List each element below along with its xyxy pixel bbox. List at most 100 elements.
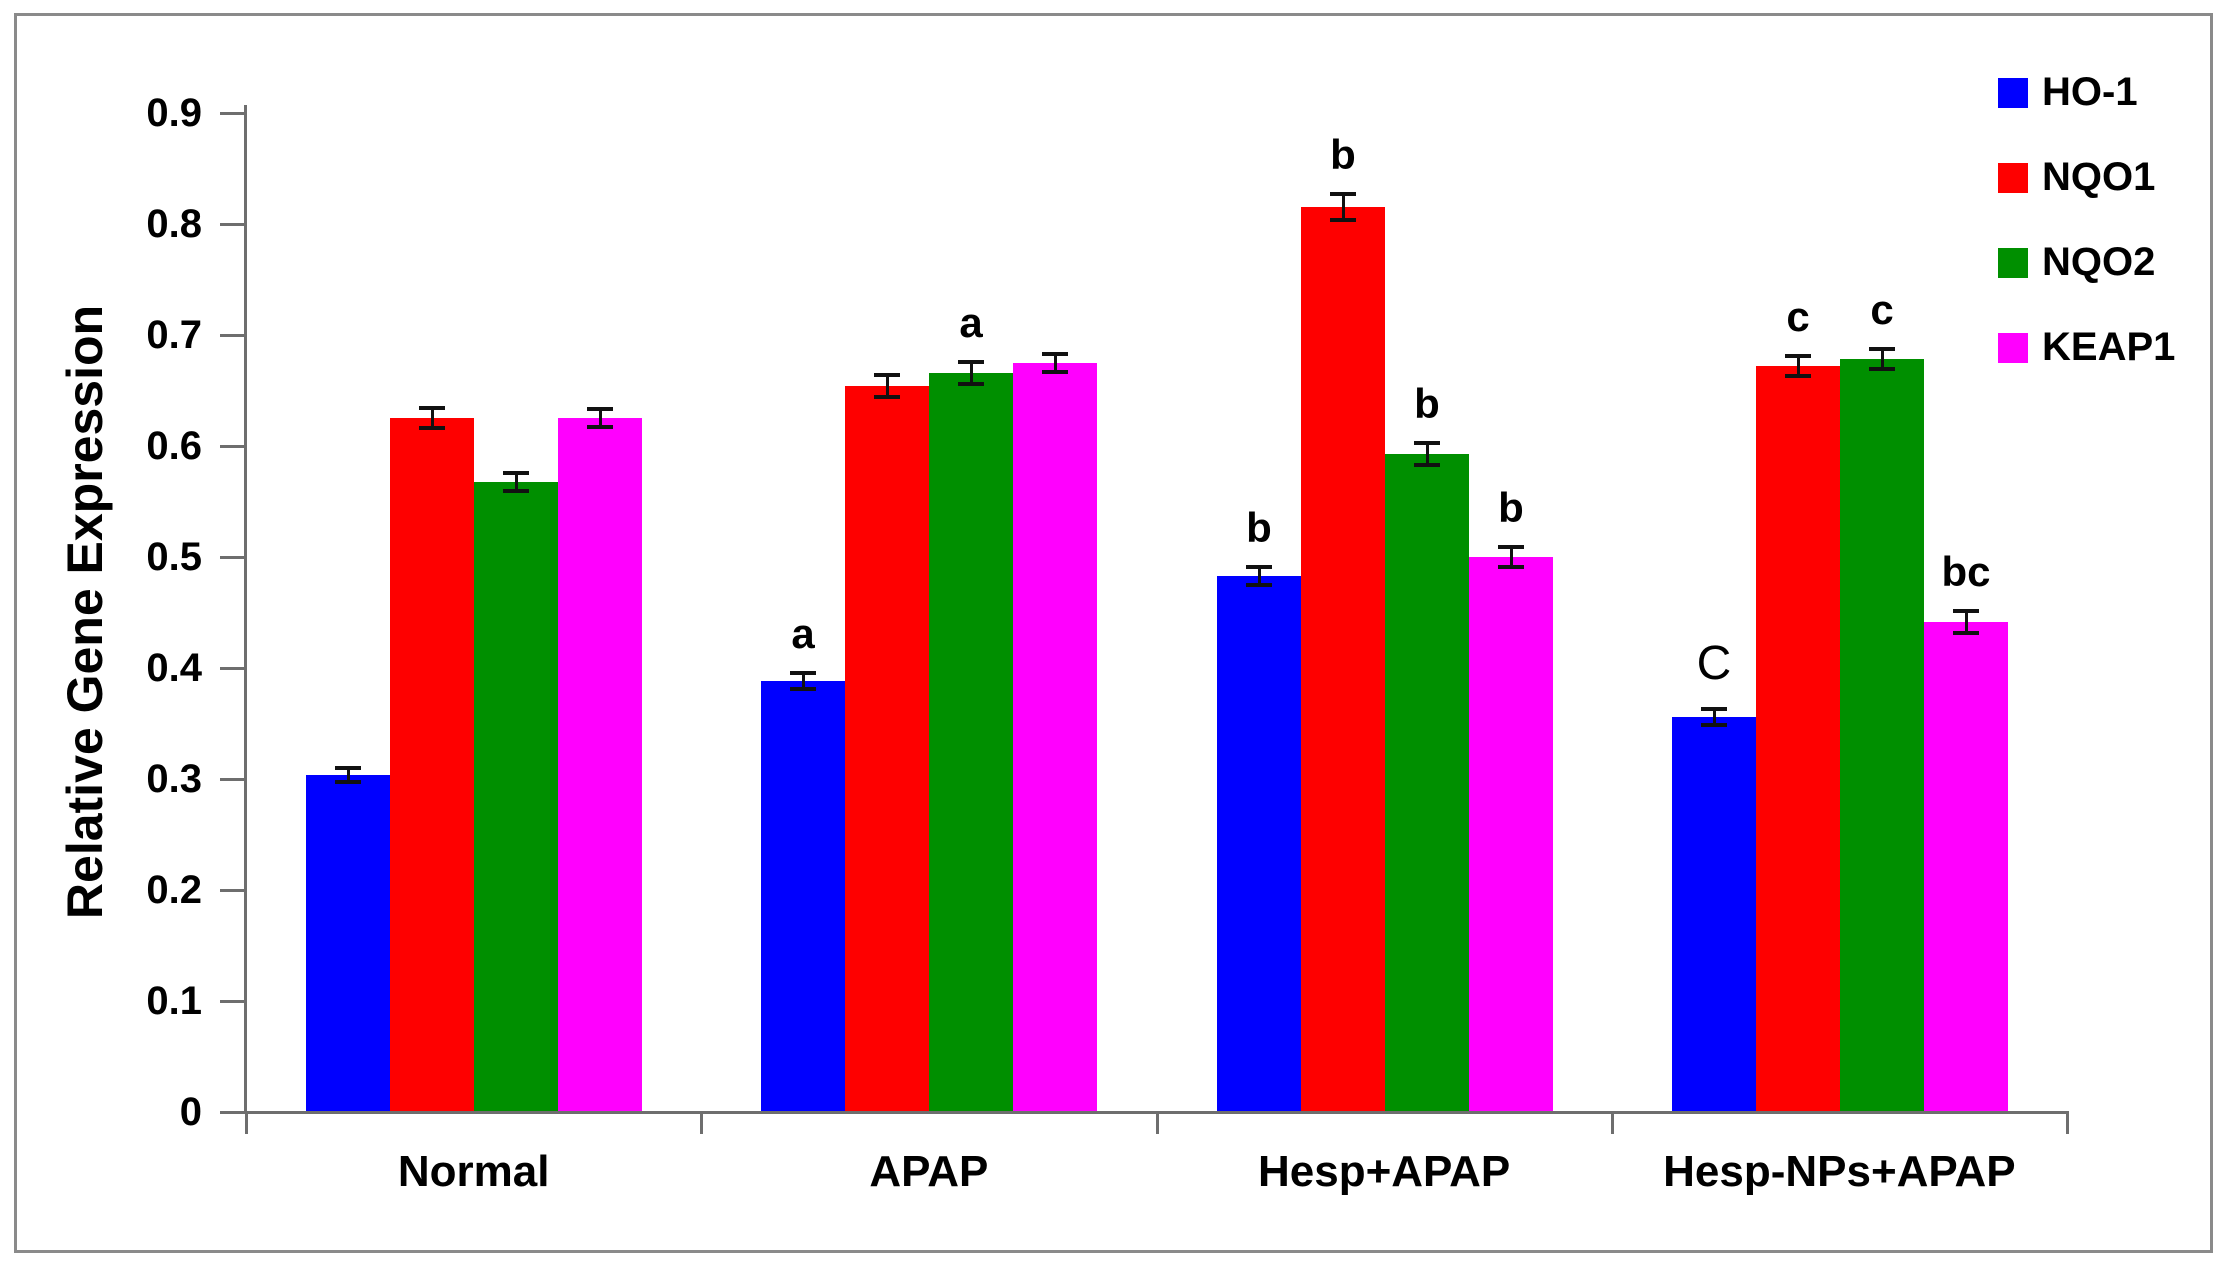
error-bar-cap-bottom <box>1246 583 1272 587</box>
bar-KEAP1-APAP <box>1013 363 1097 1112</box>
significance-letter: c <box>1870 286 1894 333</box>
error-bar-stem <box>1341 195 1345 219</box>
category-label: Hesp-NPs+APAP <box>1663 1147 2016 1196</box>
legend-swatch-HO-1 <box>1998 78 2028 108</box>
y-tick <box>220 556 244 559</box>
legend-label: NQO1 <box>2042 155 2156 199</box>
error-bar-cap-bottom <box>1330 218 1356 222</box>
x-tick <box>245 1112 248 1134</box>
error-bar-cap-top <box>1869 347 1895 351</box>
legend-swatch-KEAP1 <box>1998 333 2028 363</box>
bar-KEAP1-Hesp+APAP <box>1469 557 1553 1112</box>
y-tick <box>220 112 244 115</box>
y-tick-label: 0 <box>179 1090 202 1134</box>
y-tick-label: 0.4 <box>146 646 202 690</box>
error-bar-cap-top <box>1785 354 1811 358</box>
error-bar-stem <box>1509 548 1513 566</box>
error-bar-cap-top <box>1498 545 1524 549</box>
bar-HO-1-Hesp+APAP <box>1217 576 1301 1112</box>
error-bar-stem <box>1880 350 1884 368</box>
x-tick <box>2066 1112 2069 1134</box>
error-bar-cap-top <box>1953 609 1979 613</box>
error-bar-cap-bottom <box>958 382 984 386</box>
legend-item: HO-1 <box>1998 70 2218 118</box>
legend-item: NQO2 <box>1998 240 2218 288</box>
legend-item: NQO1 <box>1998 155 2218 203</box>
error-bar-cap-top <box>1042 352 1068 356</box>
bar-HO-1-Normal <box>306 775 390 1112</box>
error-bar-stem <box>598 410 602 426</box>
significance-letter: a <box>791 610 815 657</box>
y-tick <box>220 334 244 337</box>
bar-NQO2-Hesp-NPs+APAP <box>1840 359 1924 1112</box>
error-bar-stem <box>430 409 434 427</box>
legend-label: HO-1 <box>2042 70 2138 114</box>
error-bar-cap-top <box>503 471 529 475</box>
significance-letter: b <box>1498 484 1524 531</box>
x-tick <box>1155 1112 1159 1134</box>
error-bar-cap-bottom <box>790 687 816 691</box>
error-bar-cap-bottom <box>335 780 361 784</box>
error-bar-cap-bottom <box>503 489 529 493</box>
y-tick <box>220 445 244 448</box>
error-bar-cap-top <box>1701 707 1727 711</box>
y-tick <box>220 778 244 781</box>
error-bar-stem <box>1712 710 1716 724</box>
significance-letter: C <box>1696 637 1732 690</box>
error-bar-cap-top <box>1330 192 1356 196</box>
bar-NQO2-Hesp+APAP <box>1385 454 1469 1112</box>
error-bar-stem <box>346 769 350 781</box>
bar-NQO2-Normal <box>474 482 558 1112</box>
legend-swatch-NQO2 <box>1998 248 2028 278</box>
error-bar-cap-bottom <box>874 395 900 399</box>
error-bar-cap-bottom <box>1785 374 1811 378</box>
category-label: Hesp+APAP <box>1257 1147 1511 1196</box>
y-axis-line <box>244 105 247 1114</box>
error-bar-cap-bottom <box>1414 463 1440 467</box>
bar-NQO1-Hesp-NPs+APAP <box>1756 366 1840 1112</box>
y-tick-label: 0.8 <box>146 202 202 246</box>
category-label: APAP <box>869 1147 989 1196</box>
y-tick-label: 0.6 <box>146 424 202 468</box>
error-bar-cap-bottom <box>1042 370 1068 374</box>
y-tick-label: 0.3 <box>146 757 202 801</box>
y-tick-label: 0.7 <box>146 313 202 357</box>
error-bar-stem <box>969 363 973 383</box>
bar-KEAP1-Hesp-NPs+APAP <box>1924 622 2008 1112</box>
bar-KEAP1-Normal <box>558 418 642 1112</box>
error-bar-cap-top <box>1414 441 1440 445</box>
error-bar-stem <box>885 376 889 396</box>
bar-HO-1-APAP <box>761 681 845 1112</box>
error-bar-stem <box>1053 355 1057 371</box>
significance-letter: a <box>959 299 983 346</box>
error-bar-cap-top <box>419 406 445 410</box>
y-tick <box>220 1111 244 1114</box>
bar-NQO1-Normal <box>390 418 474 1112</box>
bar-NQO1-APAP <box>845 386 929 1112</box>
x-tick <box>1610 1112 1614 1134</box>
significance-letter: c <box>1786 293 1810 340</box>
significance-letter: bc <box>1941 548 1991 595</box>
error-bar-cap-top <box>958 360 984 364</box>
legend-label: NQO2 <box>2042 240 2156 284</box>
y-tick-label: 0.1 <box>146 979 202 1023</box>
error-bar-cap-bottom <box>587 425 613 429</box>
legend-item: KEAP1 <box>1998 325 2218 373</box>
error-bar-cap-top <box>1246 565 1272 569</box>
error-bar-stem <box>514 474 518 490</box>
error-bar-cap-bottom <box>1701 723 1727 727</box>
error-bar-stem <box>1257 568 1261 584</box>
y-axis-title: Relative Gene Expression <box>57 304 113 920</box>
legend-swatch-NQO1 <box>1998 163 2028 193</box>
significance-letter: b <box>1330 131 1356 178</box>
bar-NQO1-Hesp+APAP <box>1301 207 1385 1112</box>
error-bar-cap-bottom <box>419 426 445 430</box>
error-bar-cap-bottom <box>1953 631 1979 635</box>
y-tick-label: 0.9 <box>146 91 202 135</box>
error-bar-cap-top <box>587 407 613 411</box>
error-bar-cap-bottom <box>1498 565 1524 569</box>
error-bar-cap-top <box>790 671 816 675</box>
y-tick-label: 0.2 <box>146 868 202 912</box>
error-bar-cap-bottom <box>1869 367 1895 371</box>
